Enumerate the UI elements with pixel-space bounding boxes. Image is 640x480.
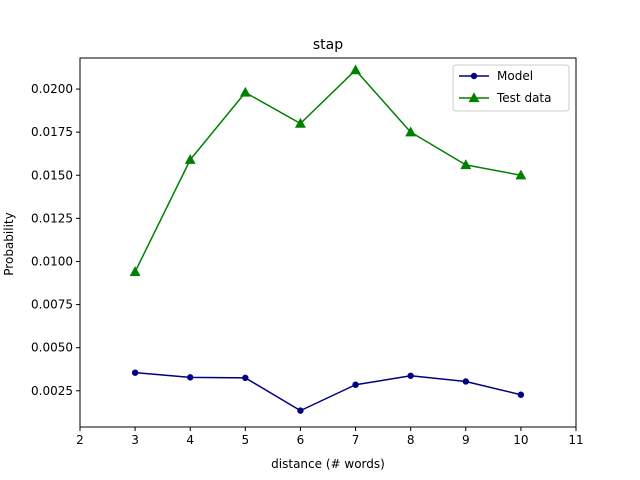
x-tick-label: 5 — [242, 433, 250, 447]
data-point-test-data — [460, 159, 472, 170]
x-tick-label: 3 — [131, 433, 139, 447]
y-tick-label: 0.0025 — [31, 384, 73, 398]
y-tick-label: 0.0200 — [31, 82, 73, 96]
data-point-model — [517, 391, 525, 398]
data-point-model — [297, 407, 304, 414]
y-tick-label: 0.0125 — [31, 211, 73, 225]
legend-marker-model — [470, 72, 478, 80]
plot-frame — [79, 57, 577, 428]
y-axis-label: Probability — [2, 212, 16, 275]
data-point-model — [407, 372, 414, 379]
legend-label-test-data: Test data — [496, 91, 551, 105]
y-tick-label: 0.0100 — [31, 254, 73, 268]
x-tick-label: 4 — [186, 433, 194, 447]
data-point-model — [352, 381, 359, 388]
data-point-test-data — [350, 64, 362, 75]
y-tick-label: 0.0175 — [31, 125, 73, 139]
series-line-test-data — [134, 69, 522, 273]
x-tick-label: 9 — [462, 433, 470, 447]
y-tick-label: 0.0075 — [31, 298, 73, 312]
x-tick-label: 10 — [513, 433, 528, 447]
data-point-model — [242, 374, 249, 382]
x-tick-label: 7 — [352, 433, 360, 447]
legend: Model Test data — [452, 64, 570, 112]
plot-area: 2 3 4 5 6 7 8 9 10 11 0.0025 0.0050 0.0075 0.0100 0.01… — [31, 57, 584, 447]
x-tick-label: 8 — [407, 433, 415, 447]
data-point-test-data — [184, 154, 196, 164]
data-point-test-data — [129, 266, 141, 276]
data-point-test-data — [294, 117, 306, 128]
data-point-model — [131, 369, 139, 376]
data-point-test-data — [239, 86, 251, 97]
data-point-model — [462, 378, 469, 385]
y-tick-label: 0.0150 — [31, 168, 73, 182]
legend-label-model: Model — [497, 69, 533, 83]
data-point-test-data — [405, 126, 417, 137]
x-tick-label: 6 — [297, 433, 305, 447]
x-axis-label: distance (# words) — [271, 457, 385, 471]
legend-marker-test-data — [468, 92, 480, 103]
y-tick-label: 0.0050 — [31, 341, 73, 355]
series-line-model — [135, 371, 522, 412]
chart-title: stap — [313, 37, 343, 53]
data-point-test-data — [515, 169, 527, 180]
x-tick-label: 11 — [568, 433, 583, 447]
data-point-model — [187, 374, 194, 381]
x-tick-label: 2 — [76, 433, 84, 447]
